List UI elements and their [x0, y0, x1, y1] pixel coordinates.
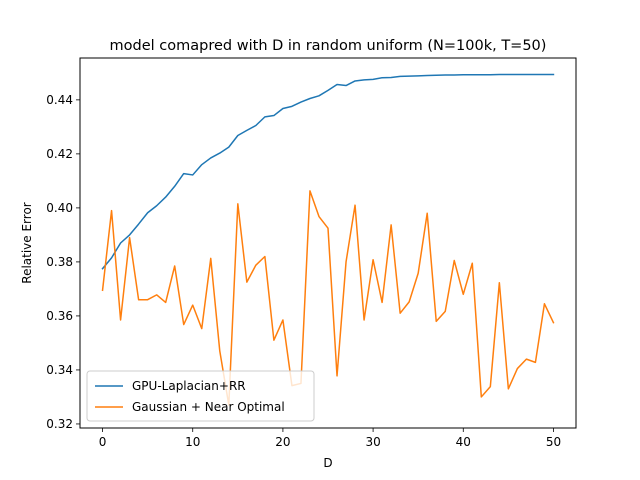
x-tick-label: 10: [185, 435, 200, 449]
legend-box: [86, 370, 315, 422]
legend: GPU-Laplacian+RR Gaussian + Near Optimal: [86, 370, 315, 422]
x-axis-title: D: [323, 456, 332, 470]
y-tick-label: 0.32: [46, 417, 73, 431]
x-tick-label: 0: [99, 435, 107, 449]
x-tick-label: 40: [456, 435, 471, 449]
series-line-1: [101, 190, 555, 406]
y-tick-label: 0.34: [46, 363, 73, 377]
series-line-0: [101, 73, 555, 270]
y-axis: 0.32 0.34 0.36 0.38 0.40 0.42 0.44: [46, 93, 80, 431]
x-axis: 0 10 20 30 40 50: [99, 428, 561, 449]
y-tick-label: 0.42: [46, 147, 73, 161]
y-tick-label: 0.44: [46, 93, 73, 107]
y-tick-label: 0.38: [46, 255, 73, 269]
x-tick-label: 30: [365, 435, 380, 449]
y-tick-label: 0.40: [46, 201, 73, 215]
chart-title: model comapred with D in random uniform …: [110, 38, 547, 54]
y-axis-title: Relative Error: [20, 202, 34, 284]
x-tick-label: 20: [275, 435, 290, 449]
legend-label-1: Gaussian + Near Optimal: [132, 400, 285, 414]
y-tick-label: 0.36: [46, 309, 73, 323]
plot-frame: [79, 57, 577, 429]
x-tick-label: 50: [546, 435, 561, 449]
plot-lines: [101, 73, 555, 406]
legend-label-0: GPU-Laplacian+RR: [132, 379, 246, 393]
